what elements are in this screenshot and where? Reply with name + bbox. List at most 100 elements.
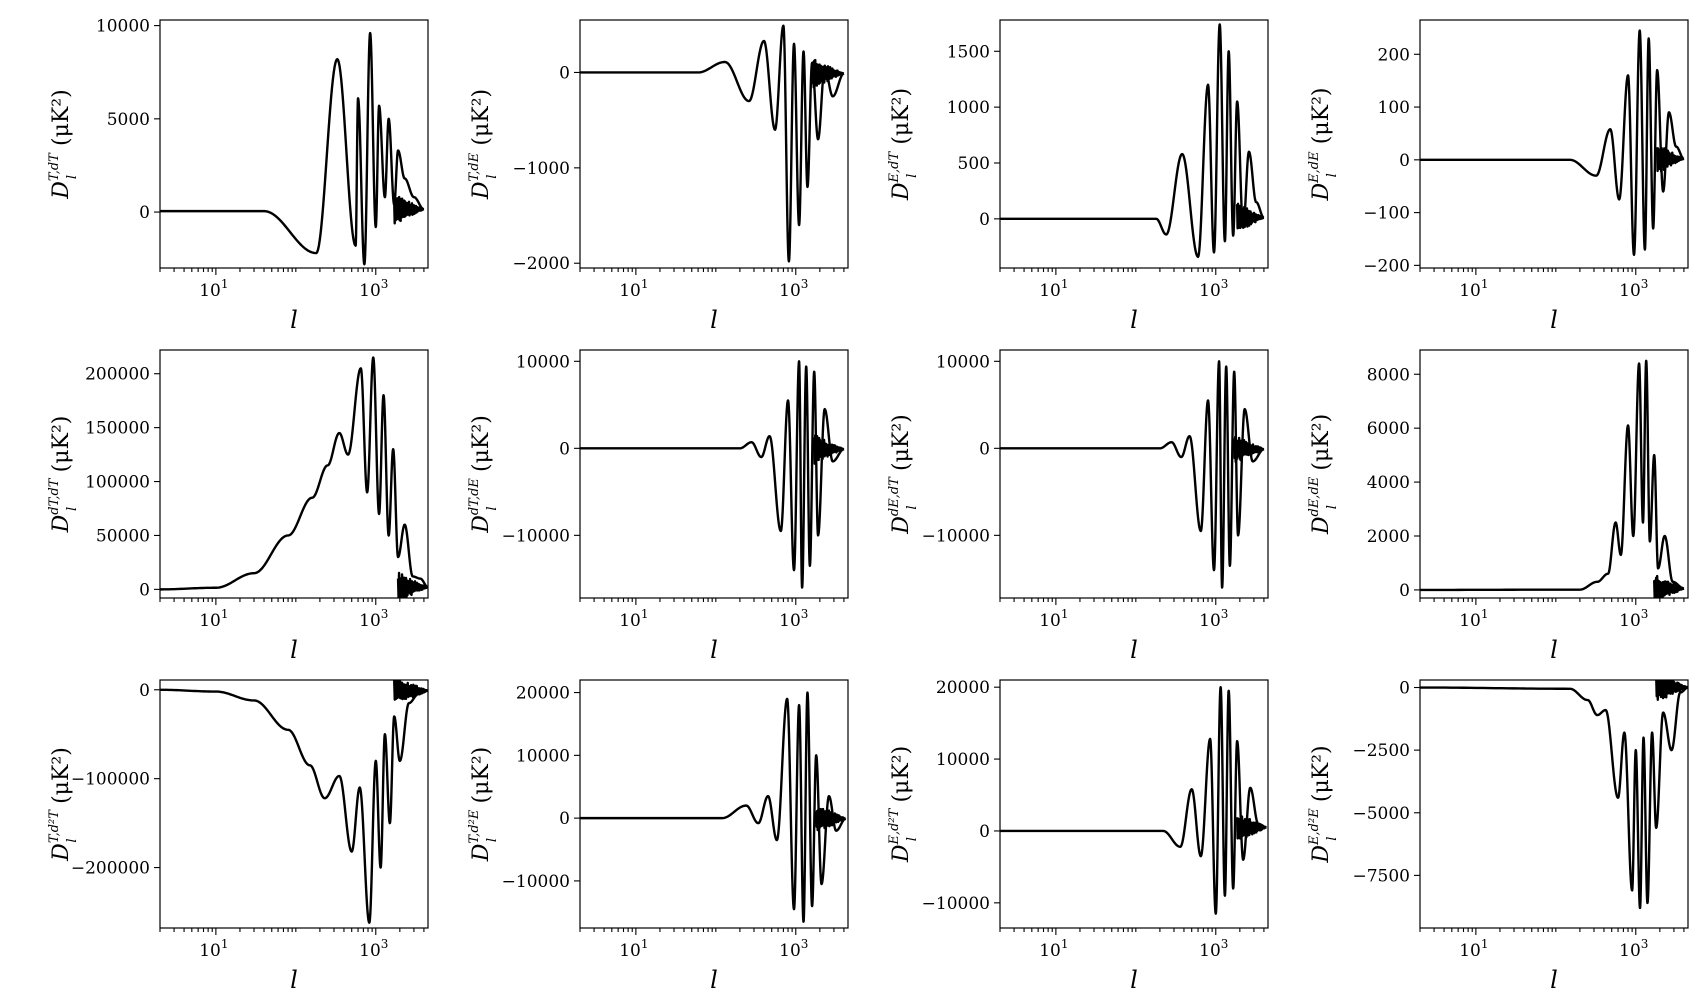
x-tick-label: 101 (1459, 607, 1488, 631)
y-tick-label: 0 (559, 63, 570, 83)
plot-frame (159, 19, 429, 269)
y-tick-label: −100 (1363, 204, 1410, 224)
y-tick-label: 10000 (516, 352, 570, 372)
series-tail-oscillation (1655, 680, 1688, 701)
series-line (1000, 23, 1265, 259)
y-tick-label: 100000 (85, 473, 150, 493)
subplot-9: −200000 −100000 0 101 103 l DT,d²T l (μK²) (47, 679, 429, 994)
y-tick-label: 5000 (107, 110, 150, 130)
x-axis-label: l (1550, 306, 1558, 334)
y-tick-label: 0 (1399, 679, 1410, 699)
x-tick-label: 101 (619, 277, 648, 301)
series-line (1420, 359, 1685, 592)
x-tick-label: 103 (779, 277, 808, 301)
y-tick-label: 500 (958, 154, 990, 174)
series-tail-oscillation (1235, 202, 1265, 230)
x-axis-label: l (1130, 966, 1138, 994)
y-axis-label: DT,d²T l (μK²) (47, 747, 80, 862)
y-tick-label: 0 (979, 210, 990, 230)
y-tick-label: 1500 (947, 42, 990, 62)
series-line (160, 31, 425, 266)
x-axis-label: l (710, 636, 718, 664)
y-tick-label: 0 (559, 439, 570, 459)
x-tick-label: 103 (779, 607, 808, 631)
y-axis-label: DE,d²E l (μK²) (1307, 745, 1340, 863)
y-tick-label: 10000 (516, 746, 570, 766)
subplot-3: 0 500 1000 1500 101 103 l DE,dT l (μK²) (887, 19, 1269, 334)
series-line (160, 688, 428, 924)
y-tick-label: 20000 (516, 684, 570, 704)
x-axis-label: l (710, 966, 718, 994)
y-axis-label: DT,dT l (μK²) (47, 89, 80, 199)
y-tick-label: 2000 (1367, 527, 1410, 547)
series-line (580, 360, 845, 589)
x-tick-label: 103 (359, 937, 388, 961)
y-tick-label: −10000 (922, 526, 990, 546)
y-tick-label: 0 (139, 580, 150, 600)
y-tick-label: −10000 (502, 526, 570, 546)
y-tick-label: 200000 (85, 365, 150, 385)
subplot-5: 0 50000 100000 150000 200000 101 103 l DdT,dT l (… (47, 349, 429, 664)
y-tick-label: −10000 (502, 872, 570, 892)
y-tick-label: 150000 (85, 419, 150, 439)
y-tick-label: 0 (1399, 581, 1410, 601)
subplot-6: −10000 0 10000 101 103 l DdT,dE l (μK²) (467, 349, 849, 664)
x-tick-label: 101 (199, 607, 228, 631)
subplot-7: −10000 0 10000 101 103 l DdE,dT l (μK²) (887, 349, 1269, 664)
x-axis-label: l (1130, 306, 1138, 334)
y-tick-label: 10000 (936, 352, 990, 372)
y-tick-label: 10000 (96, 17, 150, 37)
x-tick-label: 103 (779, 937, 808, 961)
x-tick-label: 101 (199, 937, 228, 961)
plot-frame (579, 19, 849, 269)
y-tick-label: −10000 (922, 894, 990, 914)
x-tick-label: 103 (359, 277, 388, 301)
series-line (1420, 29, 1685, 257)
subplot-8: 0 2000 4000 6000 8000 101 103 l DdE,dE l (μK²) (1307, 349, 1689, 664)
subplot-11: −10000 0 10000 20000 101 103 l DE,d²T l (μK²) (887, 678, 1269, 994)
series-tail-oscillation (813, 434, 845, 465)
series-tail-oscillation (810, 58, 845, 89)
x-tick-label: 101 (619, 607, 648, 631)
x-tick-label: 101 (1039, 937, 1068, 961)
plot-frame (999, 19, 1269, 269)
y-axis-label: DdT,dT l (μK²) (47, 416, 80, 534)
y-tick-label: −5000 (1352, 804, 1410, 824)
series-tail-oscillation (1235, 815, 1268, 840)
plot-frame (579, 679, 849, 929)
series-line (1420, 686, 1688, 910)
x-tick-label: 101 (619, 937, 648, 961)
x-tick-label: 101 (1039, 607, 1068, 631)
y-tick-label: 10000 (936, 750, 990, 770)
series-line (580, 24, 845, 263)
y-tick-label: 0 (979, 822, 990, 842)
y-tick-label: 8000 (1367, 365, 1410, 385)
series-tail-oscillation (396, 571, 428, 598)
y-tick-label: −200000 (71, 859, 150, 879)
y-axis-label: DE,d²T l (μK²) (887, 746, 920, 863)
x-tick-label: 103 (1199, 937, 1228, 961)
x-axis-label: l (1130, 636, 1138, 664)
x-axis-label: l (1550, 966, 1558, 994)
series-line (580, 691, 847, 923)
x-axis-label: l (290, 966, 298, 994)
plot-frame (999, 349, 1269, 599)
y-tick-label: −2000 (512, 254, 570, 274)
y-axis-label: DE,dT l (μK²) (887, 88, 920, 201)
series-line (1000, 360, 1265, 589)
y-axis-label: DdT,dE l (μK²) (467, 415, 500, 534)
y-axis-label: DdE,dE l (μK²) (1307, 414, 1340, 535)
x-tick-label: 101 (199, 277, 228, 301)
plot-frame (579, 349, 849, 599)
series-line (160, 356, 428, 591)
subplot-2: −2000 −1000 0 101 103 l DT,dE l (μK²) (467, 19, 849, 334)
x-tick-label: 103 (1619, 277, 1648, 301)
y-tick-label: 1000 (947, 98, 990, 118)
y-axis-label: DT,dE l (μK²) (467, 89, 500, 200)
plot-frame (159, 679, 429, 929)
y-tick-label: 4000 (1367, 473, 1410, 493)
plot-frame (159, 349, 429, 599)
x-axis-label: l (290, 306, 298, 334)
x-tick-label: 101 (1039, 277, 1068, 301)
